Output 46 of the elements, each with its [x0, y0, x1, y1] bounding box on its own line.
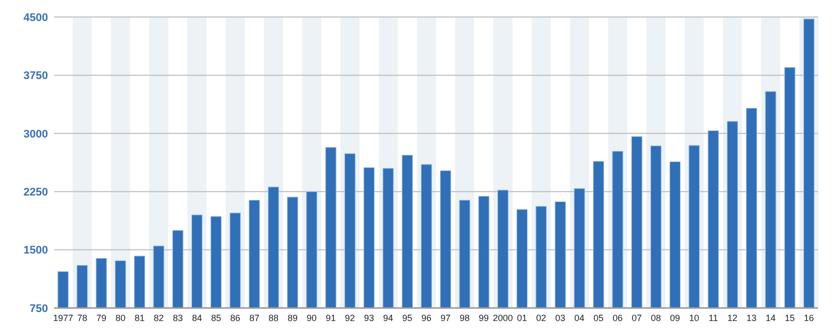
- x-tick-label: 88: [268, 313, 278, 323]
- x-tick-label: 08: [650, 313, 661, 323]
- x-tick-label: 1977: [53, 313, 74, 323]
- x-tick-label: 09: [670, 313, 680, 323]
- y-tick-label: 750: [30, 302, 48, 315]
- x-tick-label: 87: [249, 313, 260, 323]
- x-tick-label: 05: [594, 313, 604, 323]
- x-tick-label: 97: [440, 313, 451, 323]
- x-tick-label: 78: [77, 313, 88, 323]
- x-tick-label: 14: [766, 313, 776, 323]
- x-tick-label: 90: [306, 313, 317, 323]
- x-tick-label: 93: [364, 313, 374, 323]
- y-tick-label: 3750: [24, 70, 48, 82]
- x-tick-label: 11: [708, 313, 718, 323]
- x-tick-label: 94: [383, 313, 394, 323]
- x-tick-label: 95: [402, 313, 412, 323]
- x-tick-label: 04: [574, 313, 584, 323]
- y-tick-label: 2250: [24, 186, 48, 198]
- x-tick-label: 80: [115, 313, 126, 323]
- x-tick-label: 96: [421, 313, 432, 323]
- x-tick-label: 2000: [492, 313, 513, 323]
- x-tick-label: 89: [288, 313, 298, 323]
- x-tick-label: 91: [326, 313, 336, 323]
- x-tick-label: 13: [746, 313, 757, 323]
- x-tick-label: 10: [689, 313, 700, 323]
- x-tick-label: 83: [172, 313, 183, 323]
- x-tick-label: 82: [154, 313, 164, 323]
- x-tick-label: 03: [555, 313, 566, 323]
- x-tick-label: 81: [134, 313, 145, 323]
- x-tick-label: 92: [344, 313, 355, 323]
- y-tick-label: 3000: [24, 128, 48, 140]
- x-tick-label: 99: [478, 313, 489, 323]
- x-tick-label: 85: [211, 313, 222, 323]
- x-tick-label: 98: [460, 313, 470, 323]
- x-tick-label: 79: [96, 313, 106, 323]
- y-tick-label: 1500: [24, 244, 48, 257]
- x-tick-label: 12: [727, 313, 738, 323]
- x-tick-label: 02: [536, 313, 546, 323]
- x-tick-label: 86: [230, 313, 240, 323]
- x-tick-label: 07: [632, 313, 642, 323]
- x-tick-label: 06: [612, 313, 623, 323]
- x-tick-label: 01: [517, 313, 528, 323]
- x-tick-label: 84: [192, 313, 202, 323]
- x-tick-label: 16: [804, 313, 814, 323]
- y-tick-label: 4500: [24, 12, 48, 24]
- x-tick-label: 15: [784, 313, 795, 323]
